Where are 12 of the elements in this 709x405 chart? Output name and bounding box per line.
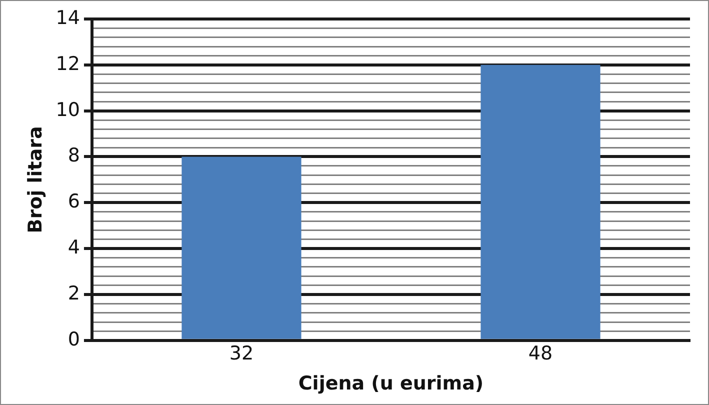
y-tick-label: 14 bbox=[56, 6, 80, 29]
x-axis-title: Cijena (u eurima) bbox=[298, 372, 484, 395]
y-axis-title: Broj litara bbox=[24, 126, 46, 234]
y-tick-label: 8 bbox=[68, 144, 80, 167]
y-tick-label: 2 bbox=[68, 282, 80, 304]
y-tick-label: 0 bbox=[68, 328, 80, 350]
y-tick-label: 6 bbox=[68, 190, 80, 213]
x-tick-label: 48 bbox=[528, 342, 553, 365]
y-tick-label: 12 bbox=[56, 52, 80, 75]
y-tick-label: 4 bbox=[68, 236, 80, 259]
y-tick-label: 10 bbox=[56, 98, 80, 121]
x-tick-label: 32 bbox=[229, 342, 254, 365]
